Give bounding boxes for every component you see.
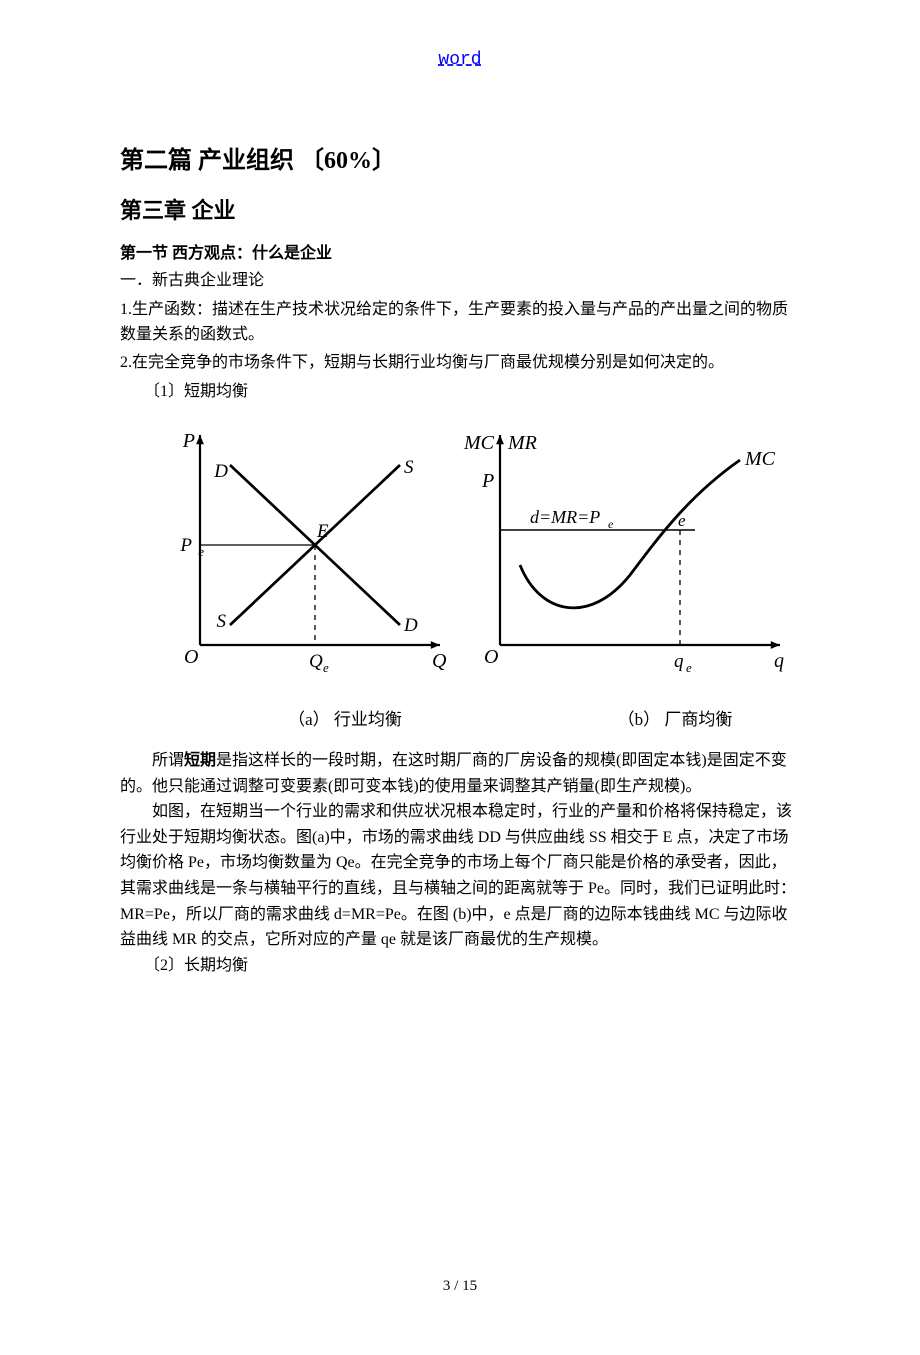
- svg-text:P: P: [179, 535, 192, 556]
- body-text: 所谓短期是指这样长的一段时期，在这时期厂商的厂房设备的规模(即固定本钱)是固定不…: [120, 748, 800, 978]
- svg-text:Q: Q: [432, 650, 447, 672]
- intro-line-2: 1.生产函数：描述在生产技术状况给定的条件下，生产要素的投入量与产品的产出量之间…: [120, 298, 800, 348]
- svg-text:MC: MC: [463, 432, 495, 454]
- header-link[interactable]: word: [120, 50, 800, 70]
- svg-text:e: e: [678, 511, 686, 530]
- body-p2: 如图，在短期当一个行业的需求和供应状况根本稳定时，行业的产量和价格将保持稳定，该…: [120, 799, 800, 953]
- svg-text:E: E: [316, 521, 329, 542]
- svg-text:S: S: [404, 457, 414, 478]
- page-footer: 3 / 15: [120, 1278, 800, 1295]
- svg-text:O: O: [484, 646, 498, 668]
- p1-bold: 短期: [184, 752, 216, 769]
- intro-line-3: 2.在完全竞争的市场条件下，短期与长期行业均衡与厂商最优规模分别是如何决定的。: [120, 351, 800, 376]
- heading-part-2: 第二篇 产业组织 〔60%〕: [120, 140, 800, 175]
- heading-section-1: 第一节 西方观点：什么是企业: [120, 239, 800, 263]
- svg-text:D: D: [403, 615, 418, 636]
- svg-text:D: D: [213, 461, 228, 482]
- heading-chapter-3: 第三章 企业: [120, 193, 800, 225]
- econ-svg: PQODDSSPeQeEMCMRPqOd=MR=PeMCeqe: [120, 415, 800, 685]
- svg-text:q: q: [774, 650, 784, 672]
- body-p3: 〔2〕长期均衡: [120, 953, 800, 979]
- svg-text:e: e: [323, 660, 329, 675]
- caption-a: （a） 行业均衡: [120, 705, 470, 730]
- svg-text:q: q: [674, 651, 684, 672]
- p1-prefix: 所谓: [152, 752, 184, 769]
- svg-text:Q: Q: [309, 651, 323, 672]
- svg-text:MR: MR: [507, 432, 537, 454]
- intro-line-4: 〔1〕短期均衡: [120, 380, 800, 405]
- svg-text:P: P: [481, 470, 494, 492]
- svg-text:MC: MC: [744, 448, 776, 470]
- svg-text:e: e: [686, 660, 692, 675]
- svg-text:S: S: [217, 611, 227, 632]
- body-p1: 所谓短期是指这样长的一段时期，在这时期厂商的厂房设备的规模(即固定本钱)是固定不…: [120, 748, 800, 799]
- svg-text:e: e: [198, 544, 204, 559]
- svg-text:e: e: [608, 517, 614, 531]
- equilibrium-diagram: PQODDSSPeQeEMCMRPqOd=MR=PeMCeqe: [120, 415, 800, 685]
- caption-b: （b） 厂商均衡: [470, 705, 800, 730]
- svg-text:d=MR=P: d=MR=P: [530, 507, 600, 527]
- caption-row: （a） 行业均衡 （b） 厂商均衡: [120, 705, 800, 730]
- svg-text:O: O: [184, 646, 198, 668]
- intro-line-1: 一．新古典企业理论: [120, 269, 800, 294]
- svg-text:P: P: [182, 430, 195, 452]
- p1-rest: 是指这样长的一段时期，在这时期厂商的厂房设备的规模(即固定本钱)是固定不变的。他…: [120, 752, 787, 795]
